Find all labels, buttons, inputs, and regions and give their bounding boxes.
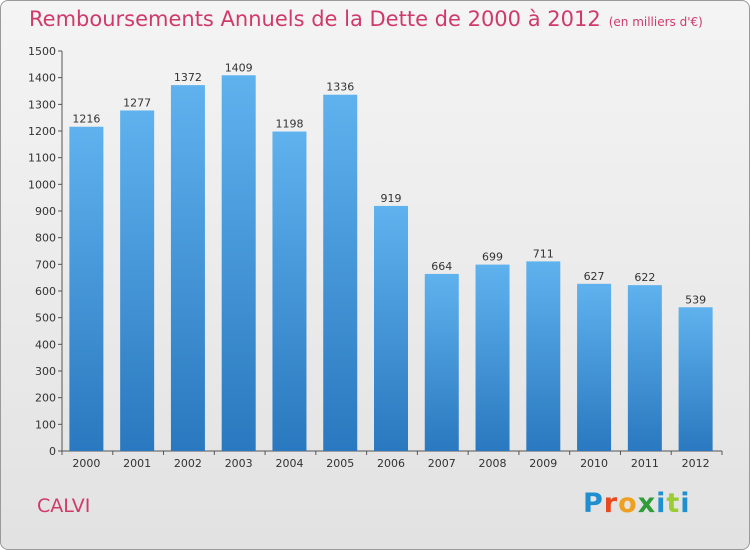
bar-value-label: 539 [685,293,706,306]
x-tick-label: 2006 [377,457,405,470]
bar-value-label: 622 [634,271,655,284]
x-tick-label: 2007 [428,457,456,470]
labels: 1216 2000 1277 2001 1372 2002 1409 2003 1198 2004… [72,61,709,470]
bar-value-label: 919 [381,192,402,205]
bar [424,273,459,451]
x-tick-label: 2009 [529,457,557,470]
y-tick-label: 600 [35,285,56,298]
bar-value-label: 664 [431,260,452,273]
y-tick-label: 1200 [28,125,56,138]
commune-name: CALVI [37,495,91,517]
bar-value-label: 699 [482,251,503,264]
y-tick-label: 1400 [28,72,56,85]
logo-letter: i [680,488,691,519]
x-tick-label: 2005 [326,457,354,470]
bar [170,85,205,451]
bar [272,131,307,452]
proxiti-logo: Proxiti [583,488,691,519]
x-tick-label: 2010 [580,457,608,470]
bar [69,126,104,451]
bar [627,285,662,451]
y-tick-label: 700 [35,258,56,271]
bar [526,261,561,451]
x-tick-label: 2012 [682,457,710,470]
x-tick-label: 2001 [123,457,151,470]
bar [577,283,612,451]
logo-letter: i [656,488,667,519]
y-tick-label: 1100 [28,152,56,165]
chart-title-text: Remboursements Annuels de la Dette de 20… [29,7,601,31]
axes: 0 100 200 300 400 500 600 700 800 900 1000 1100 1200… [28,45,723,458]
y-tick-label: 300 [35,365,56,378]
y-tick-label: 1300 [28,98,56,111]
x-tick-label: 2011 [631,457,659,470]
bar-value-label: 1198 [275,118,303,131]
bar-value-label: 711 [533,247,554,260]
bar-value-label: 1409 [225,61,253,74]
y-tick-label: 1500 [28,45,56,58]
bar [221,75,256,452]
y-tick-label: 800 [35,232,56,245]
y-tick-label: 400 [35,338,56,351]
x-tick-label: 2000 [72,457,100,470]
logo-letter: t [666,488,681,519]
bar [678,307,713,451]
bar [323,94,358,451]
x-tick-label: 2004 [275,457,303,470]
y-tick-label: 500 [35,312,56,325]
y-tick-label: 0 [49,445,56,458]
y-tick-label: 100 [35,418,56,431]
bar-value-label: 1216 [72,113,100,126]
bar-value-label: 1277 [123,96,151,109]
bar-value-label: 1336 [326,81,354,94]
bar-value-label: 1372 [174,71,202,84]
logo-letter: P [583,488,604,519]
chart-subtitle: (en milliers d'€) [608,15,703,29]
x-tick-label: 2003 [225,457,253,470]
y-tick-label: 1000 [28,178,56,191]
bar [120,110,155,451]
bars [69,75,713,452]
logo-letter: x [637,488,657,519]
x-tick-label: 2002 [174,457,202,470]
bar [374,205,408,451]
bar-value-label: 627 [584,270,605,283]
y-tick-label: 200 [35,392,56,405]
logo-letter: r [603,488,619,519]
logo-letter: o [618,488,638,519]
chart-title: Remboursements Annuels de la Dette de 20… [29,7,703,31]
x-tick-label: 2008 [479,457,507,470]
bar [475,264,510,451]
y-tick-label: 900 [35,205,56,218]
